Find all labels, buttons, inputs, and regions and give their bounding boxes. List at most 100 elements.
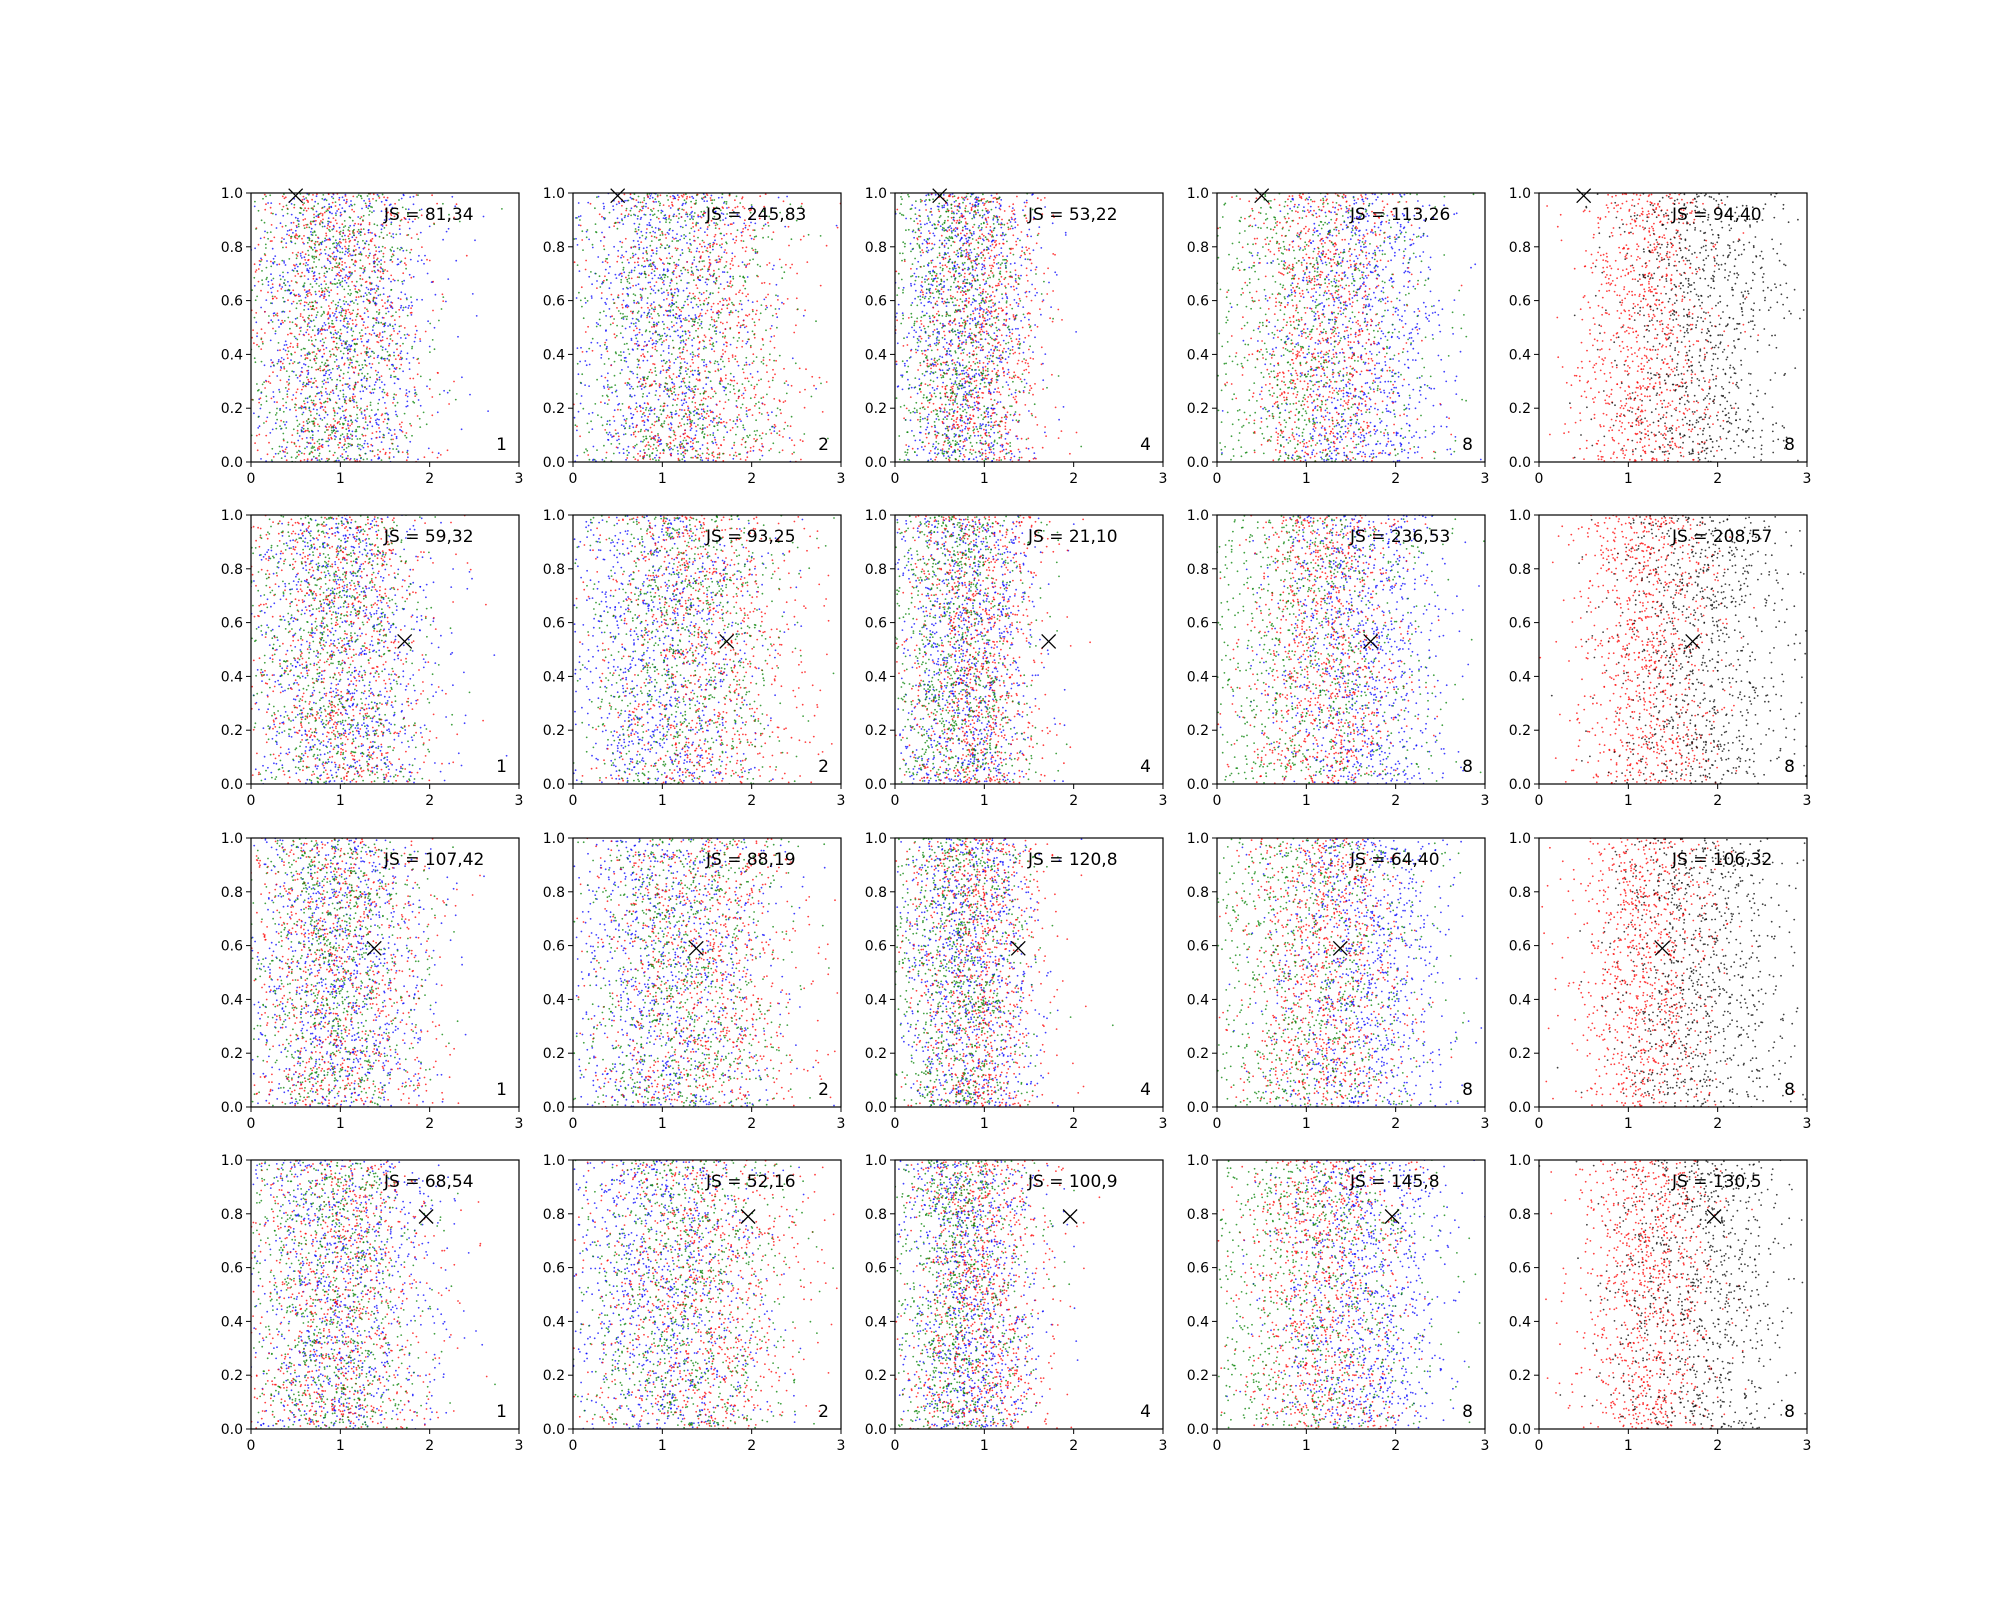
scatter-point xyxy=(691,320,694,322)
scatter-point xyxy=(693,259,696,261)
scatter-point xyxy=(258,425,261,428)
scatter-point xyxy=(265,299,268,301)
scatter-point xyxy=(632,322,635,325)
scatter-point xyxy=(278,326,280,328)
scatter-point xyxy=(377,354,380,357)
scatter-point xyxy=(406,333,409,336)
scatter-point xyxy=(653,363,656,366)
scatter-point xyxy=(617,200,620,203)
scatter-point xyxy=(338,226,341,229)
scatter-point xyxy=(758,434,761,437)
scatter-point xyxy=(788,244,790,247)
scatter-point xyxy=(306,223,309,226)
scatter-point xyxy=(282,246,284,249)
scatter-point xyxy=(318,425,321,428)
y-tick-label: 0.4 xyxy=(221,347,243,363)
scatter-point xyxy=(381,193,384,196)
scatter-point xyxy=(377,195,380,198)
scatter-point xyxy=(731,209,734,212)
scatter-point xyxy=(262,342,264,345)
scatter-point xyxy=(356,417,359,419)
scatter-point xyxy=(376,373,378,376)
scatter-point xyxy=(307,207,310,210)
scatter-point xyxy=(678,422,681,424)
scatter-point xyxy=(740,324,742,327)
scatter-point xyxy=(658,383,661,385)
scatter-point xyxy=(687,303,689,306)
scatter-point xyxy=(677,239,680,242)
scatter-point xyxy=(390,434,393,437)
scatter-point xyxy=(769,340,772,343)
scatter-point xyxy=(691,222,694,225)
scatter-point xyxy=(383,436,385,439)
scatter-point xyxy=(659,452,662,455)
scatter-point xyxy=(767,236,770,238)
scatter-point xyxy=(686,242,688,244)
scatter-point xyxy=(354,367,357,369)
scatter-point xyxy=(691,448,694,451)
scatter-point xyxy=(294,403,297,406)
scatter-point xyxy=(371,211,373,214)
scatter-point xyxy=(332,251,335,254)
scatter-point xyxy=(649,368,652,371)
scatter-point xyxy=(653,310,656,313)
scatter-point xyxy=(373,269,376,272)
scatter-point xyxy=(344,440,347,442)
scatter-point xyxy=(577,202,580,204)
scatter-point xyxy=(636,276,639,278)
scatter-point xyxy=(292,270,295,272)
scatter-point xyxy=(375,436,378,439)
scatter-point xyxy=(368,362,371,365)
scatter-point xyxy=(348,233,351,236)
scatter-point xyxy=(626,454,629,456)
scatter-point xyxy=(416,298,418,301)
scatter-point xyxy=(620,359,623,362)
scatter-point xyxy=(650,272,653,275)
scatter-point xyxy=(271,286,274,289)
scatter-point xyxy=(294,317,297,320)
scatter-point xyxy=(381,381,383,383)
scatter-point xyxy=(746,263,749,266)
scatter-point xyxy=(345,450,347,453)
scatter-point xyxy=(606,350,609,353)
scatter-point xyxy=(635,322,637,324)
scatter-point xyxy=(278,391,281,393)
scatter-point xyxy=(762,396,765,399)
scatter-point xyxy=(663,332,666,335)
scatter-point xyxy=(640,299,643,301)
scatter-point xyxy=(356,360,359,363)
scatter-point xyxy=(690,273,693,276)
scatter-point xyxy=(296,237,299,240)
scatter-point xyxy=(784,400,787,402)
scatter-point xyxy=(389,335,392,337)
scatter-point xyxy=(388,359,390,361)
scatter-point xyxy=(321,291,324,294)
scatter-point xyxy=(742,240,745,243)
scatter-point xyxy=(661,320,664,323)
scatter-point xyxy=(670,321,673,323)
scatter-point xyxy=(279,274,281,277)
scatter-point xyxy=(319,222,321,225)
scatter-point xyxy=(652,289,655,292)
scatter-point xyxy=(296,302,298,305)
scatter-point xyxy=(634,253,637,256)
scatter-point xyxy=(742,426,745,429)
scatter-point xyxy=(662,314,665,316)
scatter-point xyxy=(271,428,274,431)
scatter-point xyxy=(579,219,581,221)
scatter-point xyxy=(309,319,312,322)
scatter-point xyxy=(284,289,287,292)
scatter-point xyxy=(642,207,644,210)
scatter-point xyxy=(646,395,648,398)
scatter-point xyxy=(600,297,603,300)
scatter-point xyxy=(670,288,673,290)
scatter-point xyxy=(370,409,373,411)
scatter-point xyxy=(585,230,588,233)
scatter-point xyxy=(676,404,678,406)
scatter-point xyxy=(685,392,688,394)
scatter-point xyxy=(278,284,281,287)
scatter-point xyxy=(265,400,268,403)
scatter-point xyxy=(391,325,394,328)
scatter-point xyxy=(355,236,358,239)
scatter-point xyxy=(676,240,678,242)
